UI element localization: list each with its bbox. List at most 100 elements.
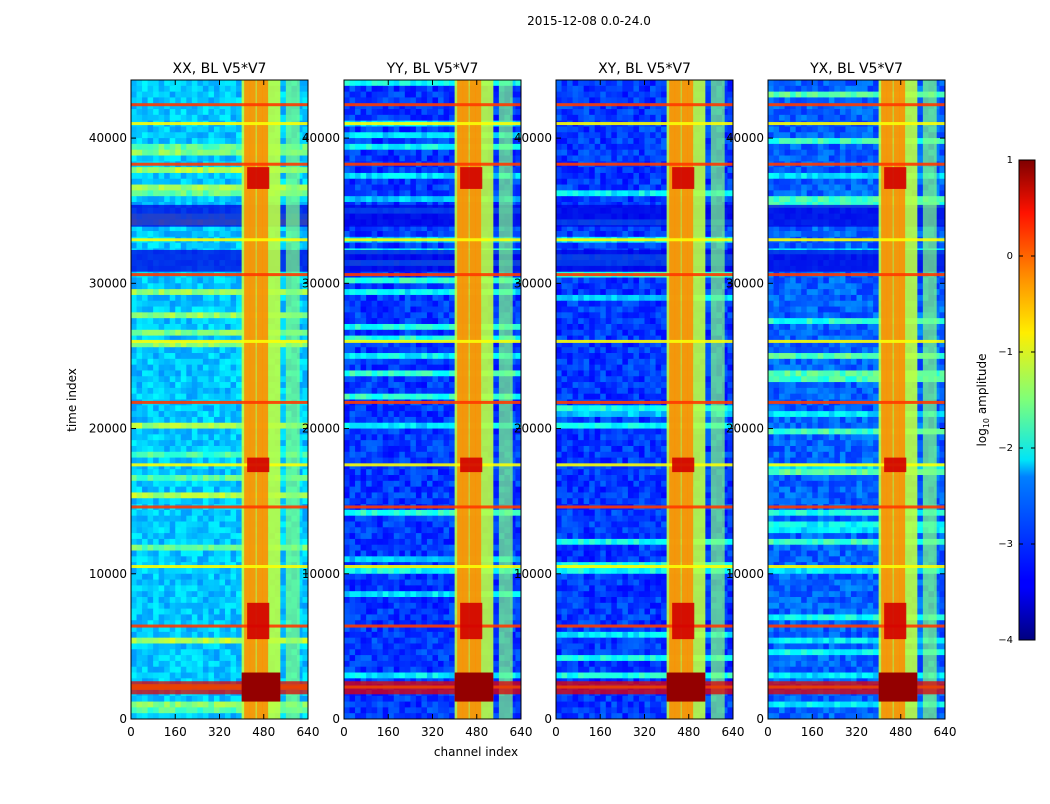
x-tick-label: 320 bbox=[633, 725, 656, 739]
y-tick-label: 10000 bbox=[726, 567, 764, 581]
rfi-row bbox=[131, 163, 308, 166]
rfi-row bbox=[344, 273, 521, 276]
y-tick-label: 40000 bbox=[302, 131, 340, 145]
rfi-row bbox=[131, 273, 308, 276]
x-tick-label: 160 bbox=[377, 725, 400, 739]
x-tick-label: 320 bbox=[208, 725, 231, 739]
rfi-row bbox=[768, 122, 945, 125]
quiet-block bbox=[768, 205, 945, 227]
y-tick-label: 0 bbox=[756, 712, 764, 726]
band-hotspot bbox=[672, 167, 694, 189]
rfi-row bbox=[556, 273, 733, 276]
rfi-row bbox=[344, 340, 521, 343]
band-hotspot bbox=[460, 458, 482, 473]
band-hotspot bbox=[672, 603, 694, 639]
heatmap-background bbox=[768, 80, 945, 719]
rfi-row bbox=[131, 505, 308, 508]
x-tick-label: 480 bbox=[252, 725, 275, 739]
rfi-row bbox=[556, 625, 733, 628]
rfi-row bbox=[131, 122, 308, 125]
panel-title: XY, BL V5*V7 bbox=[598, 61, 691, 77]
quiet-block bbox=[131, 250, 308, 272]
rfi-row bbox=[768, 163, 945, 166]
y-axis-label: time index bbox=[65, 368, 79, 432]
y-tick-label: 20000 bbox=[302, 422, 340, 436]
quiet-block bbox=[344, 205, 521, 227]
weak-band bbox=[286, 80, 300, 719]
weak-band bbox=[711, 80, 725, 719]
x-tick-label: 0 bbox=[127, 725, 135, 739]
colorbar-tick-label: 1 bbox=[1007, 155, 1013, 166]
strong-rfi-core bbox=[455, 673, 494, 702]
colorbar-label: log10 amplitude bbox=[975, 354, 991, 447]
x-tick-label: 480 bbox=[889, 725, 912, 739]
rfi-row bbox=[768, 238, 945, 241]
band-hotspot bbox=[247, 458, 269, 473]
rfi-row bbox=[556, 401, 733, 404]
quiet-block bbox=[556, 205, 733, 227]
band-hotspot bbox=[884, 167, 906, 189]
heatmap-background bbox=[344, 80, 521, 719]
quiet-block bbox=[131, 205, 308, 227]
rfi-row bbox=[556, 463, 733, 466]
rfi-row bbox=[768, 103, 945, 106]
rfi-row bbox=[556, 565, 733, 568]
rfi-row bbox=[131, 565, 308, 568]
rfi-row bbox=[556, 103, 733, 106]
rfi-row bbox=[131, 463, 308, 466]
x-tick-label: 480 bbox=[677, 725, 700, 739]
panel-title: XX, BL V5*V7 bbox=[173, 61, 267, 77]
x-tick-label: 640 bbox=[510, 725, 533, 739]
y-tick-label: 20000 bbox=[726, 422, 764, 436]
colorbar bbox=[1019, 160, 1035, 640]
x-tick-label: 320 bbox=[421, 725, 444, 739]
x-tick-label: 640 bbox=[934, 725, 957, 739]
rfi-row bbox=[344, 401, 521, 404]
y-tick-label: 10000 bbox=[89, 567, 127, 581]
figure-title: 2015-12-08 0.0-24.0 bbox=[0, 14, 1050, 28]
band-hotspot bbox=[884, 603, 906, 639]
rfi-row bbox=[131, 238, 308, 241]
y-tick-label: 30000 bbox=[302, 276, 340, 290]
y-tick-label: 10000 bbox=[514, 567, 552, 581]
heatmap-background bbox=[131, 80, 308, 719]
rfi-row bbox=[131, 401, 308, 404]
band-hotspot bbox=[884, 458, 906, 473]
rfi-row bbox=[768, 625, 945, 628]
panel-title: YX, BL V5*V7 bbox=[809, 61, 903, 77]
y-tick-label: 0 bbox=[332, 712, 340, 726]
band-hotspot bbox=[247, 167, 269, 189]
x-tick-label: 640 bbox=[722, 725, 745, 739]
colorbar-tick-label: −2 bbox=[998, 443, 1013, 454]
strong-rfi-band bbox=[344, 681, 521, 694]
x-tick-label: 480 bbox=[465, 725, 488, 739]
band-hotspot bbox=[247, 603, 269, 639]
x-tick-label: 160 bbox=[801, 725, 824, 739]
rfi-row bbox=[344, 103, 521, 106]
rfi-row bbox=[344, 505, 521, 508]
y-tick-label: 0 bbox=[544, 712, 552, 726]
rfi-row bbox=[344, 463, 521, 466]
rfi-row bbox=[768, 401, 945, 404]
x-tick-label: 320 bbox=[845, 725, 868, 739]
rfi-row bbox=[131, 625, 308, 628]
x-tick-label: 640 bbox=[297, 725, 320, 739]
strong-rfi-core bbox=[667, 673, 706, 702]
quiet-block bbox=[768, 250, 945, 272]
strong-rfi-band bbox=[556, 681, 733, 694]
x-tick-label: 160 bbox=[589, 725, 612, 739]
rfi-row bbox=[768, 505, 945, 508]
weak-band bbox=[923, 80, 937, 719]
y-tick-label: 40000 bbox=[726, 131, 764, 145]
quiet-block bbox=[344, 250, 521, 272]
rfi-row bbox=[556, 238, 733, 241]
y-tick-label: 40000 bbox=[514, 131, 552, 145]
weak-band bbox=[499, 80, 513, 719]
rfi-row bbox=[768, 565, 945, 568]
band-hotspot bbox=[460, 603, 482, 639]
